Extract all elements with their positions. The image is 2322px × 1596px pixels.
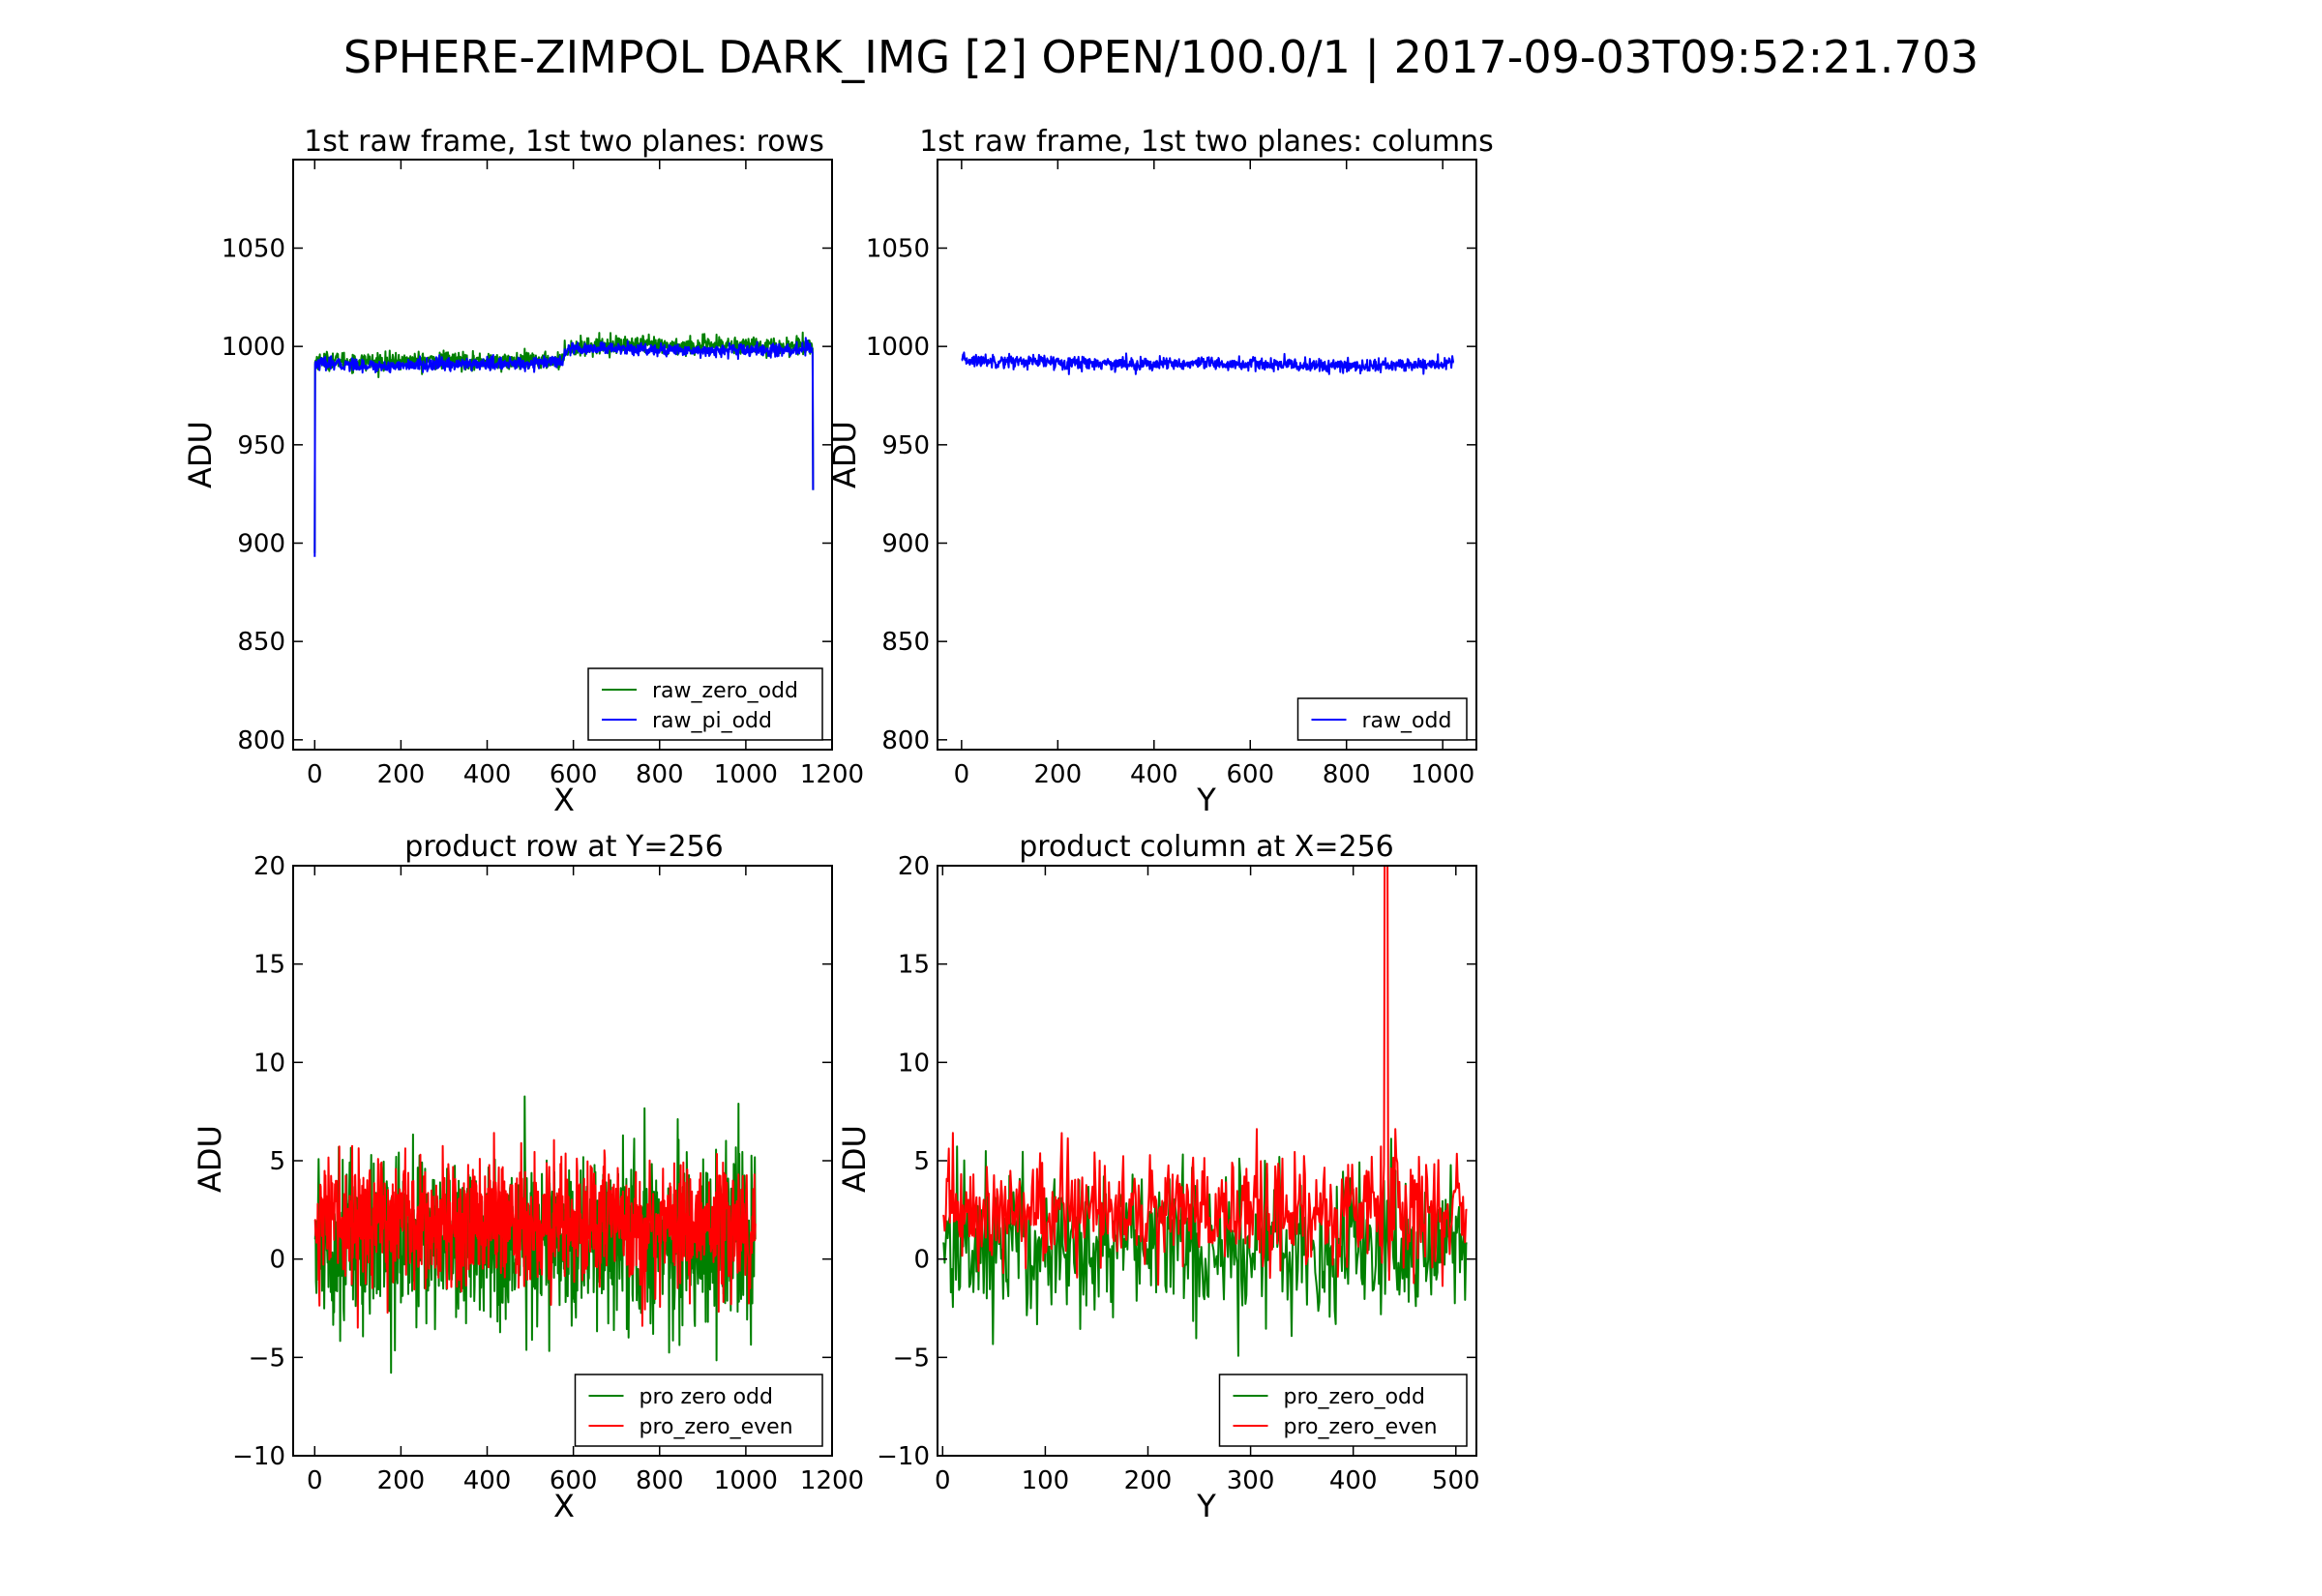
- y-tick-label: 10: [253, 1049, 285, 1078]
- legend-label: raw_odd: [1362, 709, 1452, 733]
- panel-title: 1st raw frame, 1st two planes: columns: [919, 125, 1494, 159]
- x-tick-label: 400: [1130, 760, 1178, 789]
- y-tick-label: 5: [269, 1147, 285, 1176]
- x-tick-label: 600: [550, 760, 598, 789]
- y-tick-label: 950: [881, 431, 930, 460]
- series-line-raw-odd: [961, 351, 1455, 375]
- x-axis-label: X: [553, 1488, 575, 1524]
- legend-label: pro_zero_odd: [1284, 1385, 1425, 1409]
- x-tick-label: 200: [1124, 1466, 1173, 1495]
- y-tick-label: 1050: [866, 235, 930, 264]
- y-axis-label: ADU: [192, 1125, 228, 1193]
- x-axis-label: Y: [1196, 1488, 1216, 1524]
- x-tick-label: 1200: [800, 1466, 864, 1495]
- y-tick-label: 800: [881, 726, 930, 755]
- y-tick-label: 850: [237, 628, 285, 657]
- legend-label: pro_zero_even: [1284, 1415, 1438, 1439]
- axes-frame: [292, 159, 833, 751]
- x-tick-label: 200: [1034, 760, 1083, 789]
- y-tick-label: −5: [249, 1344, 285, 1373]
- x-tick-label: 0: [935, 1466, 951, 1495]
- series-line-pro-zero-even: [313, 1132, 757, 1329]
- x-tick-label: 200: [377, 1466, 426, 1495]
- y-tick-label: 800: [237, 726, 285, 755]
- y-tick-label: 850: [881, 628, 930, 657]
- x-tick-label: 500: [1432, 1466, 1480, 1495]
- axes-frame: [937, 159, 1477, 751]
- y-tick-label: 20: [253, 852, 285, 881]
- y-tick-label: −5: [893, 1344, 930, 1373]
- panel-title: product column at X=256: [1019, 830, 1394, 864]
- legend: pro zero odd pro_zero_even: [574, 1374, 823, 1447]
- x-tick-label: 600: [550, 1466, 598, 1495]
- y-tick-label: −10: [877, 1442, 930, 1471]
- x-tick-label: 1200: [800, 760, 864, 789]
- plot-area: 0 200 400 600 800 1000 1200 −10 −5 0 5 10 15 20 pro ze…: [232, 852, 864, 1495]
- panel-product-column: product column at X=256 Y ADU 0 100 200 300…: [836, 830, 1480, 1524]
- x-tick-label: 100: [1022, 1466, 1070, 1495]
- y-tick-label: 0: [269, 1246, 285, 1275]
- x-axis-label: X: [553, 782, 575, 818]
- plot-area: 0 200 400 600 800 1000 1200 800 850 900 950 1000 105…: [222, 159, 864, 789]
- legend-label: raw_pi_odd: [652, 709, 772, 733]
- panel-title: 1st raw frame, 1st two planes: rows: [304, 125, 824, 159]
- y-tick-label: 20: [898, 852, 930, 881]
- y-tick-label: 5: [913, 1147, 930, 1176]
- x-tick-label: 400: [463, 1466, 512, 1495]
- y-tick-label: 10: [898, 1049, 930, 1078]
- y-tick-label: 900: [237, 530, 285, 559]
- legend-label: raw_zero_odd: [652, 679, 798, 703]
- panel-raw-columns: 1st raw frame, 1st two planes: columns Y…: [826, 125, 1494, 818]
- legend-label: pro zero odd: [640, 1385, 773, 1409]
- figure-title: SPHERE-ZIMPOL DARK_IMG [2] OPEN/100.0/1 …: [343, 31, 1979, 84]
- y-tick-label: 0: [913, 1246, 930, 1275]
- x-tick-label: 400: [463, 760, 512, 789]
- x-tick-label: 800: [1323, 760, 1371, 789]
- plot-area: 0 200 400 600 800 1000 800 850 900 950 1000 1050 raw…: [866, 159, 1477, 789]
- x-tick-label: 200: [377, 760, 426, 789]
- y-axis-label: ADU: [826, 421, 863, 488]
- panel-title: product row at Y=256: [404, 830, 723, 864]
- series-line-pro-zero-even: [942, 866, 1468, 1287]
- series-line-pro-zero-odd: [942, 1138, 1468, 1357]
- x-tick-label: 0: [954, 760, 970, 789]
- legend: raw_zero_odd raw_pi_odd: [587, 667, 823, 741]
- series-line-raw-pi-odd: [313, 337, 815, 557]
- y-tick-label: 1000: [866, 333, 930, 362]
- x-tick-label: 1000: [714, 1466, 778, 1495]
- legend: pro_zero_odd pro_zero_even: [1218, 1374, 1468, 1447]
- x-tick-label: 600: [1226, 760, 1274, 789]
- x-tick-label: 0: [307, 760, 323, 789]
- x-tick-label: 800: [636, 1466, 684, 1495]
- plot-area: 0 100 200 300 400 500 −10 −5 0 5 10 15 20 pro_zero_od…: [877, 852, 1480, 1495]
- y-tick-label: 900: [881, 530, 930, 559]
- legend: raw_odd: [1296, 697, 1468, 741]
- panel-product-row: product row at Y=256 X ADU 0 200 400 600 800…: [192, 830, 864, 1524]
- y-tick-label: 1050: [222, 235, 285, 264]
- panel-raw-rows: 1st raw frame, 1st two planes: rows X AD…: [182, 125, 864, 818]
- x-tick-label: 0: [307, 1466, 323, 1495]
- y-tick-label: 950: [237, 431, 285, 460]
- y-tick-label: 15: [898, 951, 930, 980]
- y-tick-label: −10: [232, 1442, 285, 1471]
- y-axis-label: ADU: [182, 421, 219, 488]
- x-tick-label: 300: [1227, 1466, 1275, 1495]
- x-axis-label: Y: [1196, 782, 1216, 818]
- x-tick-label: 1000: [714, 760, 778, 789]
- x-tick-label: 1000: [1411, 760, 1474, 789]
- x-tick-label: 400: [1329, 1466, 1378, 1495]
- y-axis-label: ADU: [836, 1125, 873, 1193]
- y-tick-label: 15: [253, 951, 285, 980]
- y-tick-label: 1000: [222, 333, 285, 362]
- legend-label: pro_zero_even: [640, 1415, 793, 1439]
- x-tick-label: 800: [636, 760, 684, 789]
